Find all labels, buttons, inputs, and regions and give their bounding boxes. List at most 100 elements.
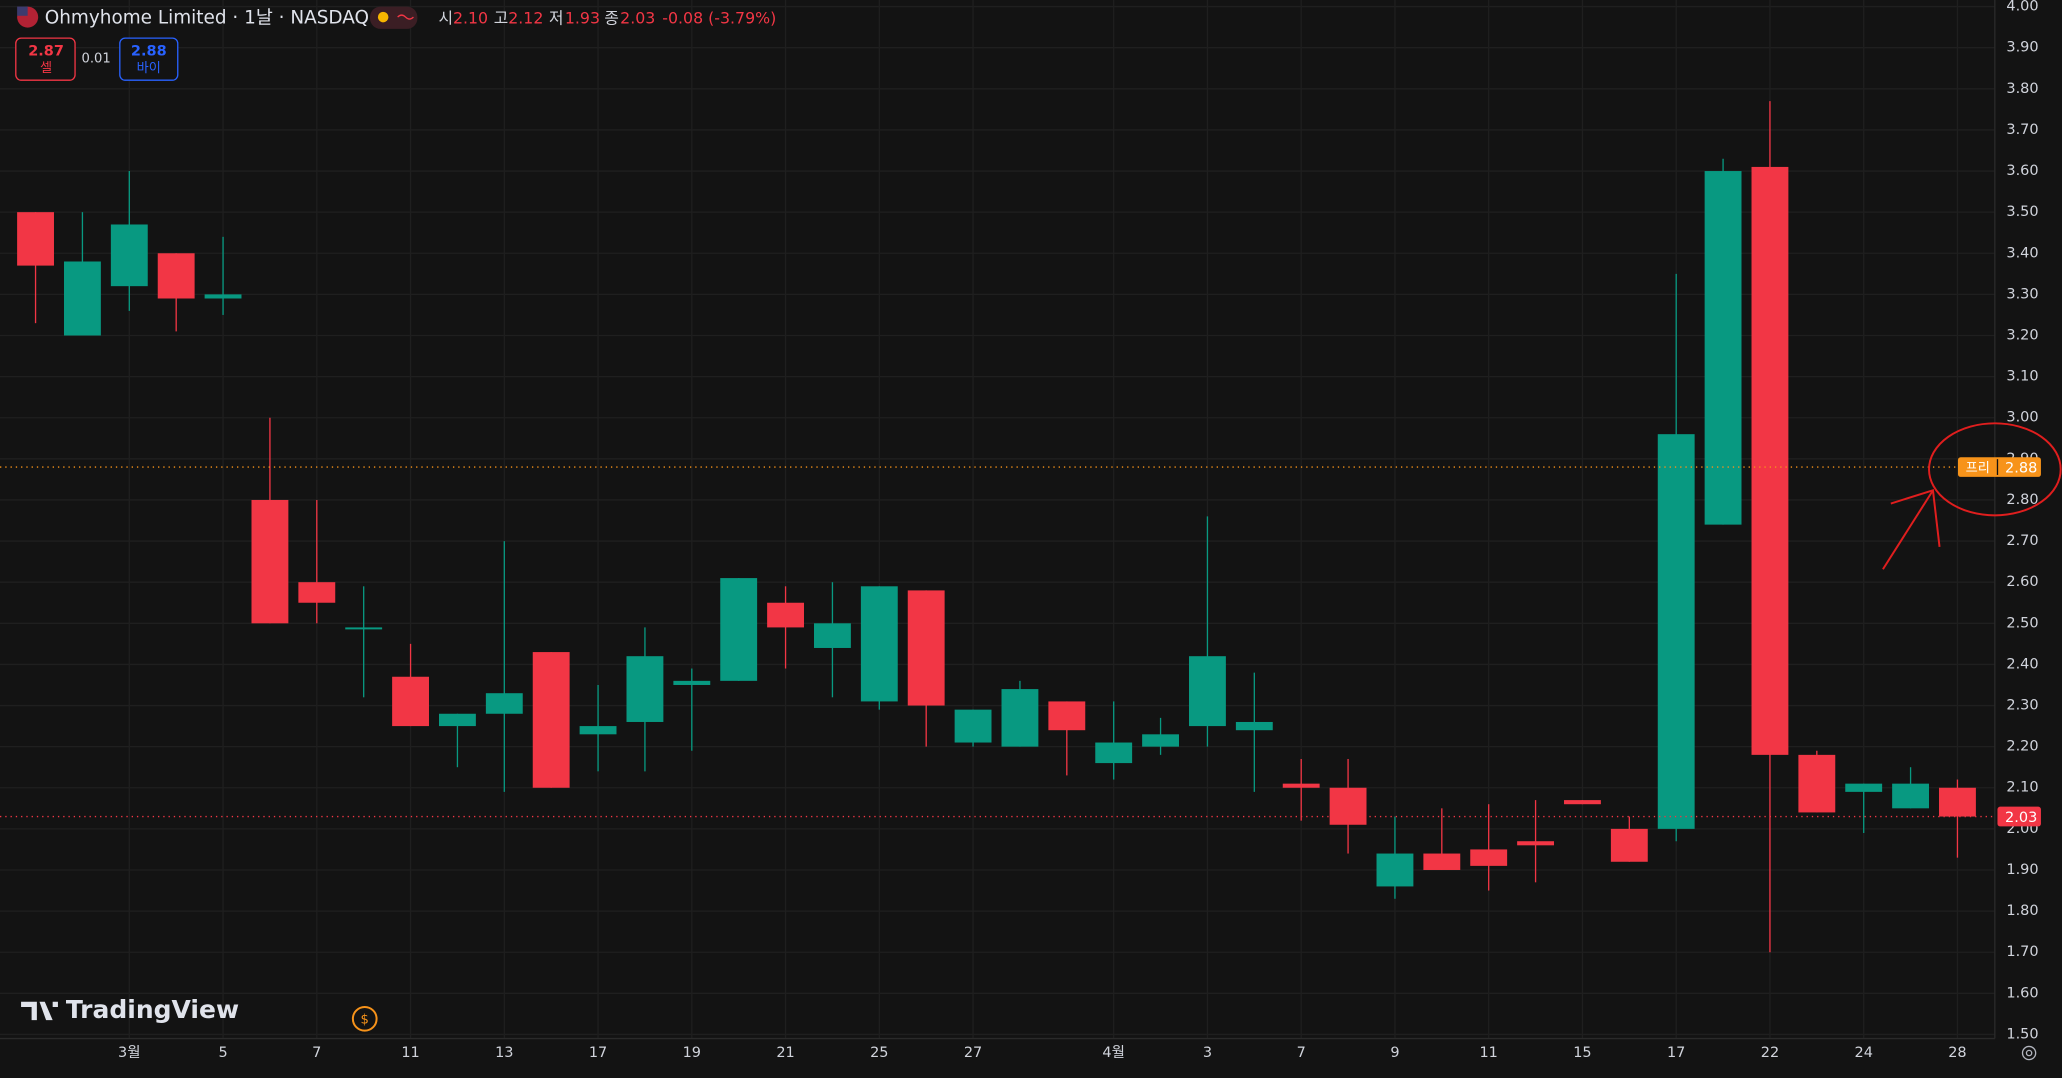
x-tick-label: 24 <box>1854 1045 1872 1061</box>
candle-body <box>1048 701 1086 731</box>
last-price: 2.03 <box>2005 810 2037 826</box>
y-tick-label: 1.60 <box>2006 985 2038 1001</box>
low-value: 1.93 <box>565 8 600 27</box>
x-tick-label: 3 <box>1203 1045 1212 1061</box>
watermark: TradingView $ <box>21 995 378 1032</box>
candle-body <box>1235 721 1273 731</box>
x-tick-label: 25 <box>870 1045 888 1061</box>
candle-body <box>673 680 711 685</box>
y-tick-label: 3.70 <box>2006 122 2038 138</box>
x-tick-label: 21 <box>776 1045 794 1061</box>
y-tick-label: 3.90 <box>2006 40 2038 56</box>
x-tick-label: 19 <box>683 1045 701 1061</box>
y-tick-label: 2.60 <box>2006 574 2038 590</box>
x-tick-label: 11 <box>1479 1045 1497 1061</box>
y-tick-label: 1.80 <box>2006 903 2038 919</box>
currency-icon[interactable] <box>351 1006 378 1032</box>
candle-body <box>860 586 898 702</box>
candle-body <box>814 623 851 648</box>
candle-body <box>1001 689 1039 747</box>
x-tick-label: 13 <box>495 1045 513 1061</box>
sell-price: 2.87 <box>28 43 64 59</box>
candle-body <box>1845 783 1883 792</box>
candle-body <box>1517 841 1555 846</box>
x-tick-label: 17 <box>589 1045 607 1061</box>
annotation-arrowhead <box>1890 489 1941 548</box>
candle-body <box>251 499 289 624</box>
candle-body <box>157 253 195 299</box>
premarket-price: 2.88 <box>2005 460 2037 476</box>
candle-body <box>1376 853 1414 887</box>
y-tick-label: 3.80 <box>2006 81 2038 97</box>
high-value: 2.12 <box>508 8 543 27</box>
x-tick-label: 17 <box>1667 1045 1685 1061</box>
candle-body <box>1939 787 1976 817</box>
candle-body <box>63 261 101 336</box>
y-tick-label: 3.20 <box>2006 328 2038 344</box>
candle-body <box>1892 783 1930 809</box>
candle-body <box>626 656 664 722</box>
x-tick-label: 7 <box>312 1045 321 1061</box>
candle-body <box>392 676 429 727</box>
y-tick-label: 2.30 <box>2006 698 2038 714</box>
candle-body <box>1423 853 1461 870</box>
candle-body <box>720 578 758 681</box>
sell-button[interactable] <box>15 37 76 81</box>
logo-icon <box>21 1001 58 1021</box>
y-tick-label: 2.20 <box>2006 739 2038 755</box>
open-label: 시 <box>438 8 453 27</box>
buy-price: 2.88 <box>131 43 167 59</box>
candles <box>17 101 1976 953</box>
candle-body <box>110 224 148 287</box>
y-tick-label: 2.70 <box>2006 533 2038 549</box>
low-label: 저 <box>549 8 564 27</box>
x-tick-label: 3월 <box>118 1044 141 1061</box>
y-tick-label: 3.00 <box>2006 410 2038 426</box>
y-tick-label: 1.90 <box>2006 862 2038 878</box>
x-tick-label: 27 <box>964 1045 982 1061</box>
candle-body <box>1657 434 1695 829</box>
candle-body <box>767 602 804 628</box>
candle-body <box>1095 742 1133 764</box>
x-tick-label: 7 <box>1297 1045 1306 1061</box>
x-tick-label: 4월 <box>1102 1044 1125 1061</box>
candle-body <box>1142 734 1180 747</box>
settings-icon-core <box>2025 1049 2033 1057</box>
settings-icon[interactable] <box>2021 1045 2037 1061</box>
candle-body <box>345 627 383 630</box>
candle-body <box>1704 171 1742 525</box>
buy-label: 바이 <box>137 60 161 76</box>
y-tick-label: 1.70 <box>2006 944 2038 960</box>
close-value: 2.03 <box>620 8 655 27</box>
x-tick-label: 15 <box>1573 1045 1591 1061</box>
candle-body <box>1751 166 1789 755</box>
candle-body <box>17 212 54 266</box>
buy-button[interactable] <box>119 37 179 81</box>
candle-body <box>532 652 570 788</box>
last-price-tag <box>1997 806 2041 827</box>
header: Ohmyhome Limited · 1날 · NASDAQ 시 2.10 고 … <box>17 6 776 29</box>
candle-body <box>907 590 945 706</box>
y-tick-label: 2.80 <box>2006 492 2038 508</box>
close-label: 종 <box>604 8 619 27</box>
candle-body <box>1470 849 1508 866</box>
candle-body <box>485 693 523 714</box>
price-tags: 프리 2.88 2.03 <box>0 457 2041 827</box>
candle-body <box>1282 783 1320 788</box>
session-wave <box>397 14 414 20</box>
session-icon <box>377 11 389 23</box>
premarket-tag <box>1957 457 2041 477</box>
open-value: 2.10 <box>453 8 488 27</box>
high-label: 고 <box>494 8 509 27</box>
spread: 0.01 <box>81 52 110 67</box>
change-value: -0.08 (-3.79%) <box>662 8 776 27</box>
x-tick-label: 11 <box>401 1045 419 1061</box>
watermark-text: TradingView <box>66 995 239 1024</box>
y-tick-label: 3.10 <box>2006 369 2038 385</box>
y-tick-label: 2.40 <box>2006 656 2038 672</box>
candle-body <box>1798 754 1836 813</box>
session-pill <box>370 6 418 29</box>
currency-symbol: $ <box>361 1013 369 1028</box>
